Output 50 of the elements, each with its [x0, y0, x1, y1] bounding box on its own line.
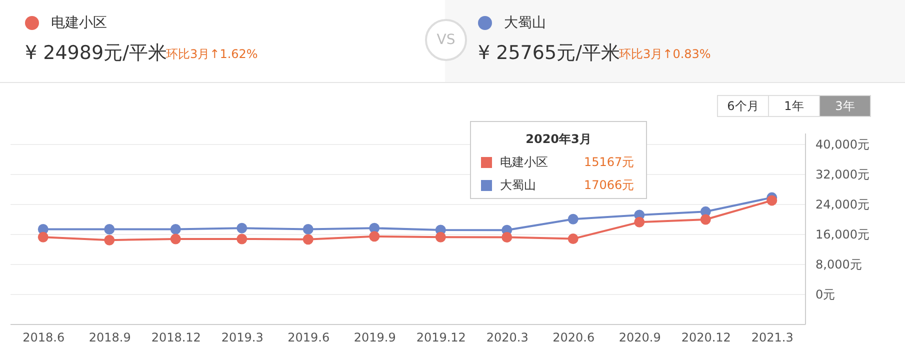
point	[568, 234, 578, 244]
x-tick-label: 2020.9	[618, 330, 661, 344]
point	[435, 232, 446, 242]
text: VS	[425, 19, 467, 61]
y-tick-label: 0元	[816, 288, 836, 302]
text: ¥ 24989元/平米	[25, 41, 167, 66]
text: 3年	[819, 96, 870, 116]
y-tick-label: 40,000元	[816, 138, 870, 152]
y-tick-label: 24,000元	[816, 198, 870, 212]
point	[38, 232, 48, 242]
point	[634, 216, 645, 228]
point	[104, 234, 115, 246]
x-tick-label: 2020.12	[681, 330, 731, 344]
point	[766, 195, 778, 206]
text: 1年	[768, 96, 819, 116]
text: 环比3月↑0.83%	[619, 46, 711, 63]
legend-label: 大蜀山	[500, 177, 537, 194]
x-tick-label: 2019.3	[221, 330, 264, 344]
x-tick-label: 2018.9	[88, 330, 131, 344]
text: 环比3月↑1.62%	[166, 46, 258, 63]
y-tick-label: 8,000元	[816, 258, 862, 272]
y-tick-label: 32,000元	[816, 168, 870, 182]
x-tick-label: 2020.3	[486, 330, 528, 344]
legend-label: 电建小区	[500, 154, 549, 171]
point	[568, 214, 578, 224]
annotation: 17066元	[584, 177, 634, 194]
x-tick-label: 2020.6	[552, 330, 595, 344]
point	[700, 214, 711, 225]
x-tick-label: 2019.6	[288, 330, 330, 344]
y-tick-label: 16,000元	[816, 228, 870, 242]
text: ¥ 25765元/平米	[478, 41, 620, 66]
x-tick-label: 2021.3	[751, 330, 794, 344]
point	[302, 224, 314, 234]
point	[104, 224, 115, 234]
text: 6个月	[726, 98, 760, 115]
x-tick-label: 2018.6	[22, 330, 65, 344]
point	[236, 222, 248, 234]
point	[502, 232, 512, 242]
annotation: 2020年3月	[524, 131, 592, 148]
point	[302, 234, 314, 245]
point	[236, 234, 248, 244]
x-tick-label: 2019.12	[416, 330, 466, 344]
point	[170, 224, 181, 234]
x-tick-label: 2019.9	[354, 330, 396, 344]
text: 大蜀山	[504, 15, 546, 31]
annotation: 15167元	[584, 154, 634, 171]
text: 电建小区	[51, 15, 107, 31]
point	[170, 234, 181, 244]
x-tick-label: 2018.12	[151, 330, 201, 344]
point	[369, 231, 380, 242]
